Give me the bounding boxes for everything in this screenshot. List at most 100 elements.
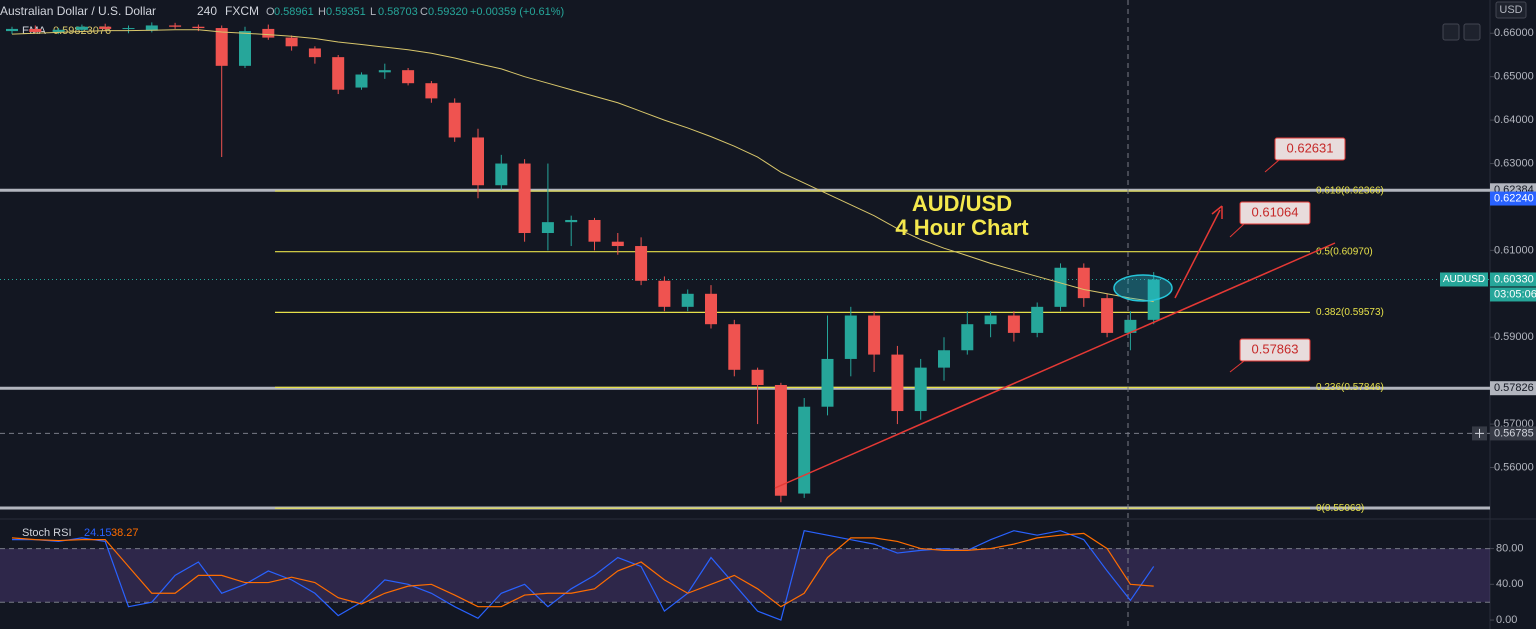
candle-body [868, 315, 881, 355]
crosshair-tag: 0.56785 [1494, 427, 1534, 439]
callout-label: 0.62631 [1287, 140, 1334, 155]
candle-body [681, 293, 694, 307]
candle-body [844, 315, 857, 359]
y-tick-label: 0.64000 [1494, 114, 1534, 126]
countdown-tag-box [1490, 287, 1536, 302]
symbol-tag-box [1440, 272, 1488, 287]
candle-body [891, 354, 904, 412]
fib-label: 0.236(0.57846) [1316, 382, 1384, 393]
line-price-tag-box [1490, 381, 1536, 396]
candle-body [914, 367, 927, 412]
candle-body [798, 406, 811, 494]
candle-body [378, 70, 391, 73]
callout-label: 0.57863 [1252, 341, 1299, 356]
ohlc-label: O [266, 6, 275, 18]
candle-body [52, 29, 65, 32]
candle-body [495, 163, 508, 186]
candle-body [588, 219, 601, 242]
candle-body [145, 25, 158, 31]
currency-box [1495, 1, 1527, 19]
ohlc-value: 0.59351 [326, 6, 366, 18]
y-tick-label: 0.61000 [1494, 244, 1534, 256]
candle-body [705, 293, 717, 325]
line-price-tag: 0.57826 [1494, 382, 1534, 394]
y-tick-label: 40.00 [1496, 578, 1524, 590]
candle-body [122, 28, 135, 30]
last-price-tag-box [1490, 272, 1536, 287]
candle-body [541, 222, 554, 234]
candle-body [239, 31, 251, 66]
candle-body [355, 74, 368, 88]
candle-body [169, 25, 182, 27]
symbol-tag: AUDUSD [1443, 274, 1485, 285]
candle-body [1054, 267, 1067, 307]
candle-body [518, 163, 531, 234]
candle-body [425, 83, 438, 99]
arrow-head [1211, 205, 1223, 219]
last-price-tag: 0.60330 [1494, 273, 1534, 285]
candle-body [1124, 319, 1137, 333]
legend-k: 24.15 [84, 527, 112, 539]
candle-body [1077, 267, 1090, 299]
candle-body [99, 26, 112, 29]
ohlc-value: 0.58961 [274, 6, 314, 18]
crosshair-tag-box [1490, 426, 1536, 441]
stoch-line [11, 532, 1154, 608]
callout-leader [1229, 360, 1245, 373]
reset-button[interactable] [1463, 23, 1481, 41]
candle-body [774, 384, 787, 496]
y-tick-label: 0.65000 [1494, 71, 1534, 83]
candle-body [821, 358, 834, 407]
fib-label: 0.382(0.59573) [1316, 307, 1384, 318]
scroll-button[interactable] [1442, 23, 1460, 41]
candle-body [402, 70, 415, 84]
y-tick-label: 0.66000 [1494, 27, 1534, 39]
change: +0.00359 (+0.61%) [470, 6, 564, 18]
source: FXCM [225, 4, 259, 18]
ema-line [11, 29, 1154, 303]
ohlc-value: 0.59320 [428, 6, 468, 18]
y-tick-label: 0.59000 [1494, 331, 1534, 343]
alert-price-tag: 0.62240 [1494, 192, 1534, 204]
candle-body [728, 324, 741, 370]
fib-label: 0.5(0.60970) [1316, 246, 1373, 257]
ohlc-value: 0.58703 [378, 6, 418, 18]
candle-body [332, 57, 345, 90]
highlight [1113, 274, 1173, 302]
ohlc-label: L [370, 6, 376, 18]
candle-body [635, 246, 648, 281]
candle-body [961, 324, 974, 351]
stoch-band [0, 548, 1490, 603]
y-tick-label: 0.56000 [1494, 461, 1534, 473]
candle-body [215, 28, 228, 66]
alert-price-tag-box [1490, 191, 1536, 206]
callout-leader [1264, 159, 1280, 173]
callout-box [1239, 338, 1311, 362]
ohlc-label: H [318, 6, 326, 18]
countdown-tag: 03:05:06 [1494, 288, 1536, 300]
annotation-title: AUD/USD [912, 191, 1012, 216]
candle-body [565, 219, 578, 223]
legend-d: 38.27 [111, 527, 139, 539]
interval: 240 [197, 4, 217, 18]
candle-body [6, 28, 18, 32]
candle-body [75, 26, 88, 30]
callout-box [1239, 201, 1311, 225]
arrow [1174, 209, 1221, 299]
candle-body [308, 48, 321, 58]
trend-line [774, 242, 1336, 489]
candle-body [751, 369, 764, 385]
candle-body [938, 350, 950, 368]
candle-body [984, 315, 997, 325]
stoch-title: Stoch RSI [22, 527, 72, 539]
annotation-title: 4 Hour Chart [895, 215, 1029, 240]
candle-body [448, 102, 461, 138]
plus-icon [1475, 428, 1484, 438]
candle-body [1031, 306, 1044, 333]
candle-body [262, 28, 275, 38]
callout-label: 0.61064 [1252, 204, 1299, 219]
y-tick-label: 0.00 [1496, 614, 1517, 626]
candle-body [658, 280, 671, 307]
